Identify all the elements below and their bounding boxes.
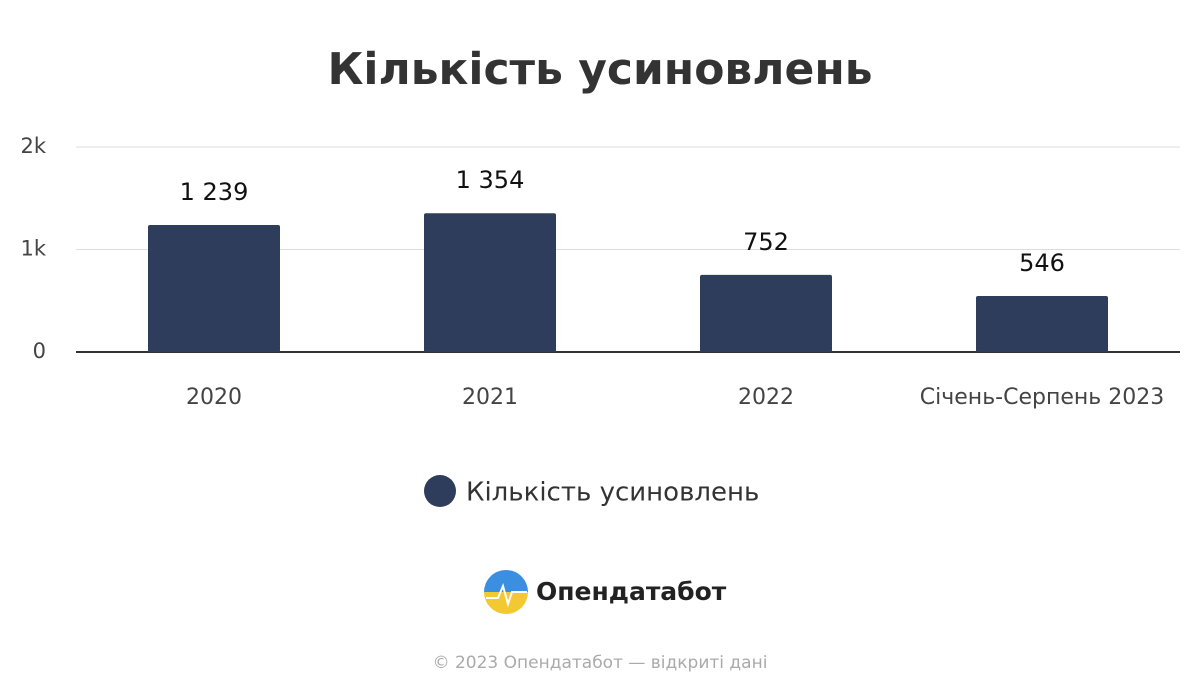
x-tick-label: 2021 (462, 385, 518, 410)
legend-label: Кількість усиновлень (466, 478, 759, 508)
value-label: 1 354 (456, 166, 525, 194)
y-tick-label: 1k (20, 237, 46, 261)
legend-marker (424, 475, 456, 507)
y-tick-label: 2k (20, 134, 46, 158)
bar (148, 225, 280, 352)
bar (976, 296, 1108, 352)
x-tick-label: 2022 (738, 385, 794, 410)
value-label: 546 (1019, 249, 1065, 277)
value-label: 752 (743, 228, 789, 256)
bar (424, 213, 556, 352)
x-tick-label: 2020 (186, 385, 242, 410)
footer: © 2023 Опендатабот — відкриті дані (433, 653, 768, 673)
value-label: 1 239 (180, 178, 249, 206)
chart-title: Кількість усиновлень (327, 44, 872, 95)
x-tick-label: Січень-Серпень 2023 (920, 385, 1164, 410)
bar (700, 274, 832, 352)
logo-icon (484, 570, 528, 614)
logo-pulse (486, 582, 527, 608)
y-tick-label: 0 (33, 339, 46, 363)
logo-text: Опендатабот (536, 577, 727, 606)
